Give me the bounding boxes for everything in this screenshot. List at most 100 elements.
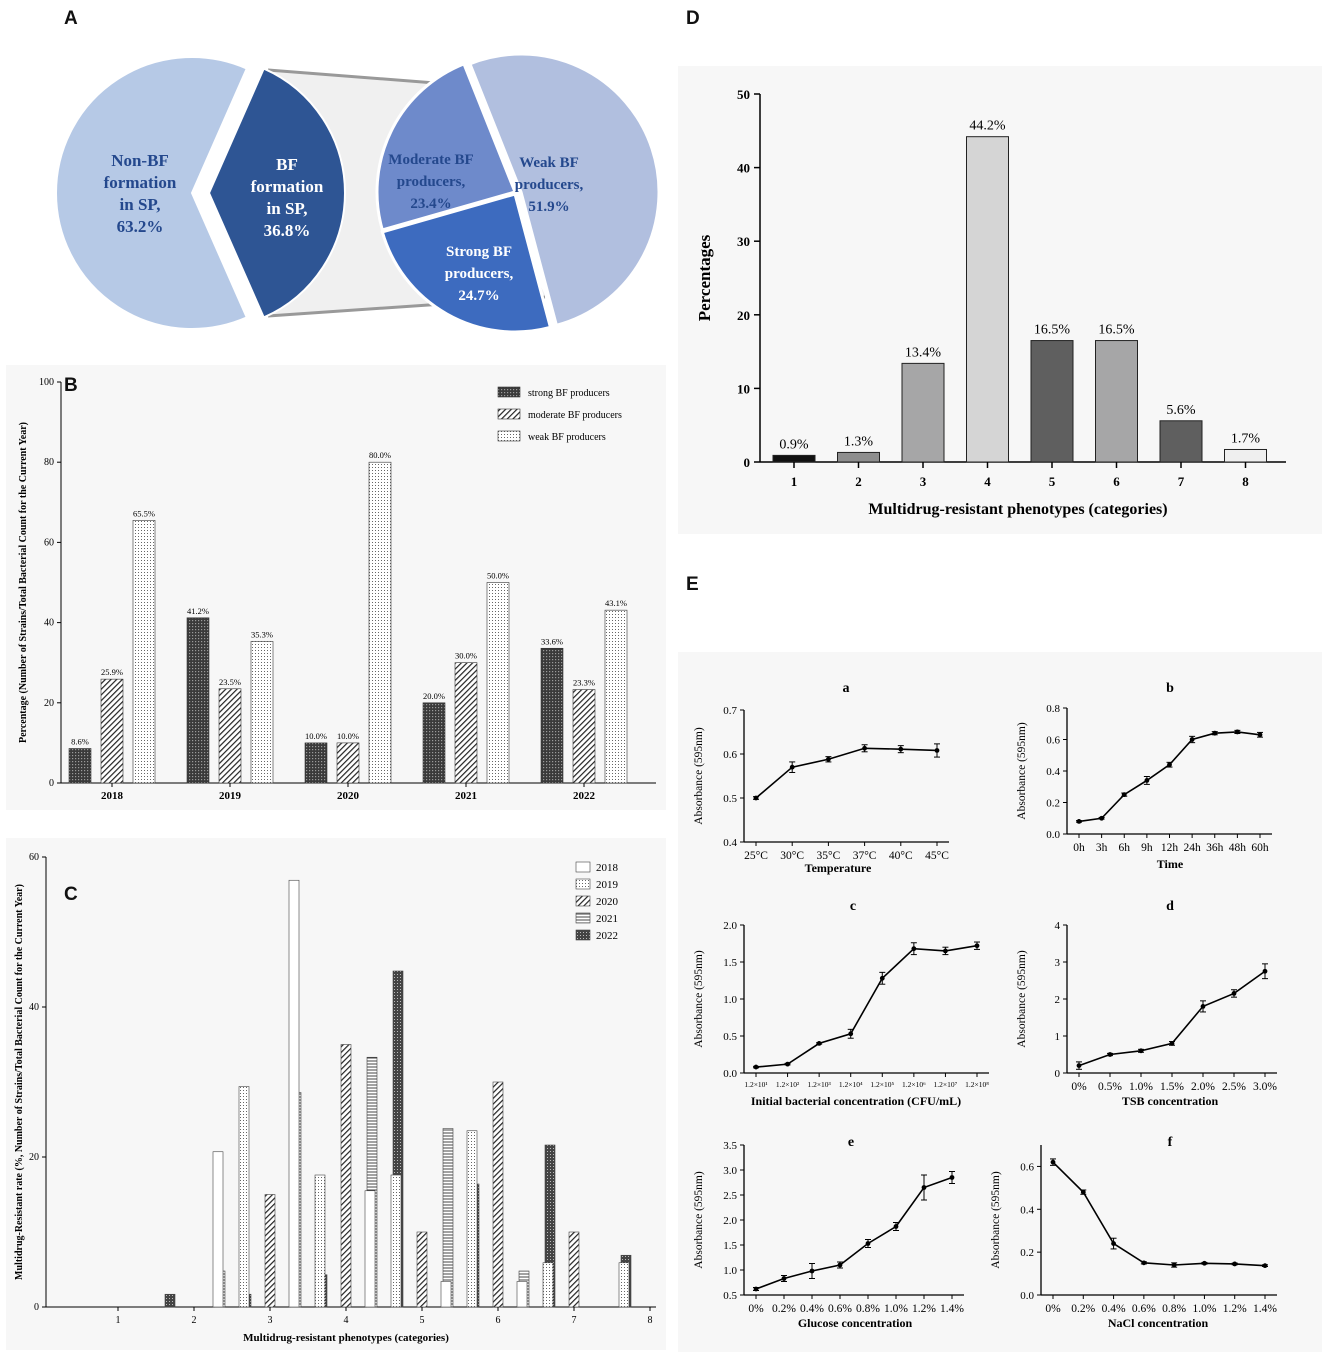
pie-label-non-bf-line-2: in SP, xyxy=(120,195,161,214)
e-f-x-tick-label: 0% xyxy=(1045,1303,1061,1315)
e-c-y-tick-label: 0.5 xyxy=(723,1031,737,1043)
e-a-x-tick-label: 40°C xyxy=(889,850,913,862)
d-bar xyxy=(1224,448,1267,463)
pie-chart-a: Non-BF formation in SP, 63.2% BF formation in … xyxy=(55,52,661,334)
bar-chart-b: 0 20 40 60 80 100 Percentage (Number of Strain… xyxy=(18,377,656,802)
pie-label-strong-line-2: 24.7% xyxy=(458,288,499,304)
e-d-x-tick-label: 0% xyxy=(1071,1081,1087,1093)
e-b-data-point xyxy=(1099,815,1105,821)
c-legend-swatch xyxy=(575,929,591,941)
b-y-tick-label: 20 xyxy=(44,698,54,709)
d-bar-label: 0.9% xyxy=(779,437,809,452)
d-bar xyxy=(837,451,880,463)
c-bar-2018 xyxy=(288,879,300,1308)
e-a-data-point xyxy=(789,764,795,770)
c-bar-2020 xyxy=(340,1044,352,1308)
e-c-x-tick-label: 1.2×10² xyxy=(776,1080,800,1089)
panel-label-d: D xyxy=(686,8,700,29)
c-x-tick-label: 3 xyxy=(268,1315,273,1326)
c-legend-swatch xyxy=(575,878,591,890)
e-d-x-tick-label: 2.0% xyxy=(1191,1081,1215,1093)
d-y-tick-label: 50 xyxy=(737,87,750,102)
c-x-tick-label: 8 xyxy=(648,1315,653,1326)
e-f-x-tick-label: 0.4% xyxy=(1102,1303,1126,1315)
b-x-tick-label: 2018 xyxy=(101,790,124,802)
d-bar-label: 16.5% xyxy=(1034,323,1071,338)
e-c-x-tick-label: 1.2×10⁸ xyxy=(965,1080,989,1089)
c-y-tick-label: 40 xyxy=(29,1002,39,1013)
e-d-series-line xyxy=(1078,970,1266,1067)
c-bar-2020 xyxy=(416,1231,428,1308)
pie-label-bf-line-2: in SP, xyxy=(267,199,308,218)
c-bar-2018 xyxy=(516,1281,528,1308)
c-bar-2018 xyxy=(364,1190,376,1308)
e-e-data-point xyxy=(949,1175,955,1180)
e-f-data-point xyxy=(1171,1262,1177,1268)
b-bar-moderate xyxy=(572,689,596,784)
e-a-y-tick-label: 0.5 xyxy=(723,793,737,805)
e-c-x-tick-label: 1.2×10⁴ xyxy=(839,1080,863,1089)
e-a-data-point xyxy=(934,748,940,753)
c-y-tick-label: 60 xyxy=(29,852,39,863)
c-legend-label: 2020 xyxy=(596,896,619,908)
pie-slice-bf xyxy=(207,67,346,319)
pie-label-strong-line-1: producers, xyxy=(445,266,514,282)
e-f-y-tick-label: 0.4 xyxy=(1020,1204,1034,1216)
b-bar-label: 65.5% xyxy=(133,508,155,518)
e-a-x-tick-label: 45°C xyxy=(925,850,949,862)
d-x-tick-label: 3 xyxy=(920,474,927,489)
e-e-y-tick-label: 1.0 xyxy=(723,1265,737,1277)
e-a-data-point xyxy=(898,746,904,752)
e-f-x-tick-label: 1.4% xyxy=(1253,1303,1277,1315)
e-c-data-point xyxy=(785,1061,790,1067)
e-c-x-tick-label: 1.2×10⁶ xyxy=(902,1080,926,1089)
pie-connector-top xyxy=(267,68,449,86)
e-d-y-tick-label: 0 xyxy=(1055,1068,1061,1080)
e-c-x-axis-label: Initial bacterial concentration (CFU/mL) xyxy=(751,1094,961,1108)
e-b-data-point xyxy=(1257,732,1263,738)
e-f-title: f xyxy=(1168,1135,1173,1150)
d-x-tick-label: 1 xyxy=(791,474,798,489)
panel-label-a: A xyxy=(64,8,78,29)
pie-slice-weak xyxy=(467,52,661,328)
b-x-tick-label: 2022 xyxy=(573,790,596,802)
c-x-tick-label: 1 xyxy=(116,1315,121,1326)
e-b-y-tick-label: 0.4 xyxy=(1046,766,1060,778)
e-c-x-tick-label: 1.2×10¹ xyxy=(744,1080,767,1089)
e-e-x-axis-label: Glucose concentration xyxy=(798,1316,913,1330)
c-x-tick-label: 6 xyxy=(496,1315,501,1326)
panel-b: B 0 20 40 60 80 100 Percentage (Number of Stra… xyxy=(6,365,666,810)
e-f-data-point xyxy=(1111,1241,1116,1246)
e-d-y-axis-label: Absorbance (595nm) xyxy=(1016,950,1028,1048)
e-e-x-tick-label: 0.2% xyxy=(772,1303,796,1315)
d-x-tick-label: 5 xyxy=(1049,474,1056,489)
e-a-y-tick-label: 0.6 xyxy=(723,749,737,761)
b-bar-label: 8.6% xyxy=(71,737,89,747)
e-b-data-point xyxy=(1121,792,1127,798)
e-b-x-tick-label: 48h xyxy=(1229,842,1247,854)
b-bar-label: 43.1% xyxy=(605,598,627,608)
c-bar-2019 xyxy=(466,1130,478,1308)
e-d-data-point xyxy=(1138,1048,1144,1054)
e-c-data-point xyxy=(879,975,885,981)
d-bar xyxy=(966,136,1009,463)
e-a-x-tick-label: 37°C xyxy=(853,850,877,862)
d-x-tick-label: 8 xyxy=(1242,474,1249,489)
e-e-title: e xyxy=(848,1135,854,1150)
pie-label-bf-line-3: 36.8% xyxy=(264,221,311,240)
b-bar-label: 50.0% xyxy=(487,571,509,581)
c-legend-label: 2018 xyxy=(596,862,619,874)
e-a-data-point xyxy=(826,756,831,762)
e-a-title: a xyxy=(843,681,850,696)
pie-label-moderate-line-0: Moderate BF xyxy=(388,152,473,168)
c-bar-2019 xyxy=(542,1262,554,1308)
c-bar-2019 xyxy=(314,1174,326,1308)
e-a-x-tick-label: 25°C xyxy=(744,850,768,862)
panel-c: C 0 20 40 60 Multidrug-Resistant rate (%, Nu… xyxy=(6,838,708,1350)
e-f-data-point xyxy=(1141,1260,1147,1266)
e-b-data-point xyxy=(1144,778,1150,783)
b-bar-strong xyxy=(304,742,328,784)
c-y-tick-label: 20 xyxy=(29,1152,39,1163)
e-e-x-tick-label: 1.4% xyxy=(940,1303,964,1315)
c-x-tick-label: 2 xyxy=(192,1315,197,1326)
